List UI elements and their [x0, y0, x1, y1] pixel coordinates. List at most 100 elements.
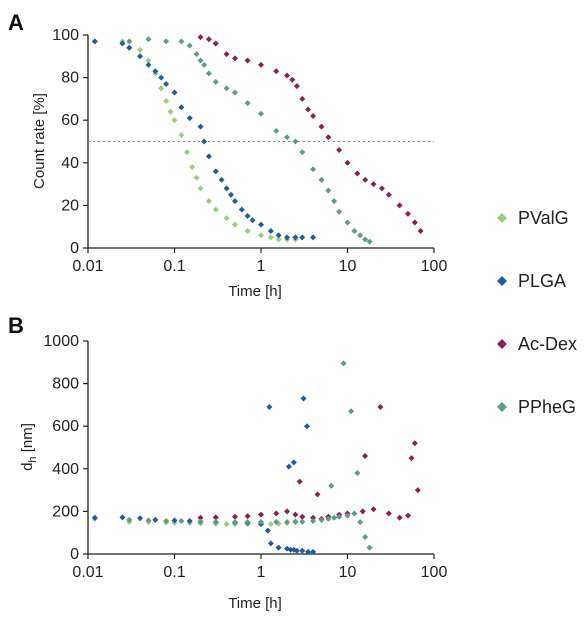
data-point	[137, 515, 144, 522]
data-point	[285, 463, 292, 470]
data-point	[273, 519, 280, 526]
data-point	[193, 51, 200, 58]
data-point	[331, 198, 338, 205]
panel-a-y-tick-label: 20	[61, 197, 79, 214]
data-point	[299, 518, 306, 525]
legend-marker-icon	[497, 213, 507, 223]
data-point	[370, 506, 377, 513]
panel-b-series-ac-dex	[197, 404, 421, 522]
legend-label: PPheG	[518, 397, 576, 417]
data-point	[396, 202, 403, 209]
data-point	[331, 514, 338, 521]
data-point	[223, 215, 230, 222]
data-point	[344, 219, 351, 226]
data-point	[273, 68, 280, 75]
panel-b-y-axis-label: dh [nm]	[19, 423, 39, 471]
data-point	[284, 134, 291, 141]
panel-b-x-tick-label: 1	[257, 564, 266, 581]
data-point	[284, 234, 291, 241]
data-point	[299, 149, 306, 156]
panel-a-series-pvalg	[91, 38, 299, 243]
data-point	[126, 516, 133, 523]
data-point	[359, 508, 366, 515]
legend-marker-icon	[497, 402, 507, 412]
panel-b-letter: B	[8, 313, 24, 338]
data-point	[385, 191, 392, 198]
data-point	[205, 198, 212, 205]
data-point	[244, 519, 251, 526]
panel-a-y-tick-label: 0	[70, 240, 79, 257]
data-point	[351, 510, 358, 517]
panel-b-y-axis-label-sub: h	[27, 456, 39, 462]
panel-b-y-axis-label-main: d	[19, 463, 36, 471]
data-point	[417, 227, 424, 234]
data-point	[289, 76, 296, 83]
data-point	[145, 517, 152, 524]
data-point	[205, 36, 212, 43]
data-point	[293, 83, 300, 90]
data-point	[411, 440, 418, 447]
data-point	[292, 519, 299, 526]
panel-b-y-tick-label: 0	[70, 546, 79, 563]
data-point	[354, 470, 361, 477]
panel-b-x-tick-label: 0.1	[163, 564, 185, 581]
data-point	[201, 138, 208, 145]
data-point	[186, 115, 193, 122]
data-point	[158, 85, 165, 92]
data-point	[119, 40, 126, 47]
legend-item: Ac-Dex	[497, 334, 577, 354]
data-point	[300, 395, 307, 402]
data-point	[357, 519, 364, 526]
data-point	[275, 232, 282, 239]
data-point	[293, 547, 300, 554]
panel-a-x-tick-label: 0.1	[163, 258, 185, 275]
data-point	[186, 517, 193, 524]
panel-b-y-tick-label: 800	[52, 376, 79, 393]
data-point	[318, 176, 325, 183]
data-point	[267, 540, 274, 547]
data-point	[267, 521, 274, 528]
panel-a-y-tick-label: 80	[61, 70, 79, 87]
data-point	[178, 104, 185, 111]
panel-a-y-tick-label: 40	[61, 155, 79, 172]
data-point	[305, 548, 312, 555]
data-point	[244, 213, 251, 220]
data-point	[258, 232, 264, 239]
data-point	[212, 78, 219, 85]
data-point	[145, 36, 152, 43]
data-point	[318, 123, 325, 130]
data-point	[266, 404, 273, 411]
data-point	[354, 170, 361, 177]
legend-item: PValG	[497, 208, 569, 228]
data-point	[396, 514, 403, 521]
data-point	[366, 544, 373, 551]
data-point	[404, 210, 411, 217]
data-point	[370, 181, 377, 188]
data-point	[299, 547, 306, 554]
data-point	[205, 70, 212, 77]
panel-a-x-tick-label: 10	[339, 258, 357, 275]
data-point	[273, 510, 280, 517]
panel-a-plot: 0.01 0.1 1 10 100 0 20 40 60 80 100	[52, 27, 447, 275]
data-point	[273, 127, 280, 134]
data-point	[362, 236, 369, 243]
data-point	[310, 514, 317, 521]
panel-b-series-plga	[91, 395, 317, 555]
data-point	[231, 89, 238, 96]
data-point	[178, 38, 185, 45]
data-point	[119, 514, 126, 521]
data-point	[152, 68, 159, 75]
legend-item: PLGA	[497, 271, 566, 291]
data-point	[344, 512, 351, 519]
data-point	[223, 185, 230, 192]
data-point	[357, 232, 364, 239]
data-point	[197, 185, 204, 192]
panel-b-x-tick-label: 100	[421, 564, 448, 581]
data-point	[310, 517, 317, 524]
data-point	[328, 482, 335, 489]
data-point	[336, 513, 343, 520]
data-point	[249, 217, 256, 224]
data-point	[267, 227, 274, 234]
legend: PValG PLGA Ac-Dex PPheG	[497, 208, 577, 417]
data-point	[184, 149, 191, 156]
